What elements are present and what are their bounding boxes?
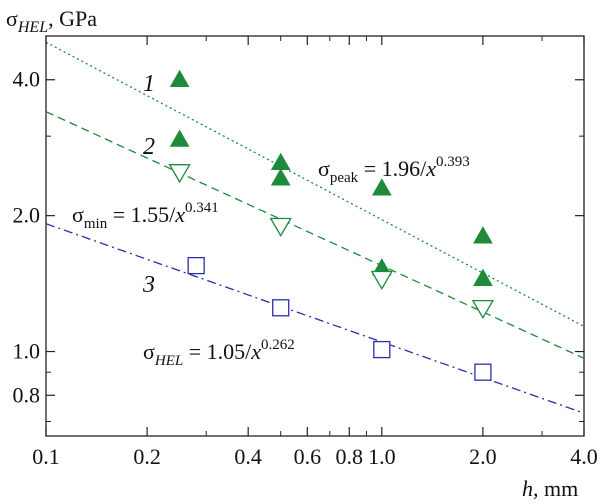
- fit-label-min-mid: = 1.55/: [107, 202, 176, 227]
- fit-label-hel-sym: σ: [143, 339, 155, 364]
- data-point-series-1: [169, 69, 190, 87]
- y-axis-title-unit: , GPa: [48, 6, 97, 31]
- y-axis-title: σHEL, GPa: [6, 6, 97, 36]
- x-tick-label: 4.0: [570, 444, 598, 469]
- fit-line-min: [45, 111, 585, 359]
- fit-label-min-var: x: [174, 202, 185, 227]
- data-point-series-1: [270, 152, 291, 170]
- fit-label-min-sym: σ: [72, 202, 84, 227]
- fit-line-hel: [45, 223, 585, 414]
- data-point-series-1: [169, 129, 190, 147]
- x-tick-label: 0.8: [336, 444, 364, 469]
- x-tick-label: 2.0: [469, 444, 497, 469]
- fit-lines: [45, 41, 585, 414]
- x-axis-title-var: h: [522, 476, 533, 501]
- x-axis-title-unit: , mm: [533, 476, 578, 501]
- y-tick-label: 0.8: [13, 382, 41, 407]
- data-point-series-1: [473, 226, 493, 244]
- data-point-series-3: [187, 256, 205, 275]
- fit-label-min-sub: min: [84, 216, 108, 232]
- data-point-series-2: [269, 217, 292, 237]
- fit-label-min: σmin = 1.55/x0.341: [72, 200, 219, 232]
- data-point-series-2: [370, 270, 393, 290]
- fit-label-peak-mid: = 1.96/: [358, 156, 427, 181]
- fit-label-peak: σpeak = 1.96/x0.393: [318, 154, 470, 186]
- fit-label-hel-mid: = 1.05/: [183, 339, 252, 364]
- data-point-series-3: [373, 340, 391, 359]
- fit-label-hel-sub: HEL: [154, 353, 183, 369]
- series-2-label: 2: [143, 134, 155, 160]
- y-tick-label: 1.0: [13, 339, 41, 364]
- data-point-series-3: [474, 363, 492, 381]
- fit-label-peak-var: x: [425, 156, 436, 181]
- fit-label-peak-sup: 0.393: [436, 154, 470, 170]
- y-axis-title-sub: HEL: [17, 19, 48, 36]
- series-3-label: 3: [142, 272, 155, 298]
- x-tick-label: 0.2: [133, 444, 161, 469]
- data-point-series-2: [471, 299, 495, 320]
- x-tick-label: 1.0: [368, 444, 396, 469]
- y-axis-title-symbol: σ: [6, 6, 18, 31]
- plot-frame: [45, 35, 585, 437]
- x-tick-label: 0.1: [32, 444, 60, 469]
- fit-label-peak-sym: σ: [318, 156, 330, 181]
- data-point-series-1: [270, 168, 291, 186]
- x-axis-title: h, mm: [522, 476, 578, 501]
- data-point-series-1: [371, 178, 392, 196]
- y-tick-label: 2.0: [13, 203, 41, 228]
- data-point-series-3: [272, 299, 290, 317]
- fit-label-min-sup: 0.341: [185, 200, 219, 216]
- data-point-series-2: [168, 164, 191, 184]
- fit-label-peak-sub: peak: [330, 170, 359, 186]
- data-points: [168, 69, 495, 381]
- x-tick-label: 0.4: [234, 444, 262, 469]
- fit-label-hel-sup: 0.262: [261, 337, 295, 353]
- x-tick-label: 0.6: [294, 444, 322, 469]
- y-tick-label: 4.0: [13, 67, 41, 92]
- axis-ticks: 0.1 0.2 0.4 0.6 0.8 1.0 2.0 4.00.81.02.04.0: [13, 36, 598, 469]
- fit-label-hel: σHEL = 1.05/x0.262: [143, 337, 295, 369]
- fit-label-hel-var: x: [250, 339, 261, 364]
- plot-area: [45, 35, 585, 437]
- data-point-series-1: [473, 268, 493, 286]
- series-1-label: 1: [143, 71, 155, 97]
- fit-line-peak: [45, 41, 585, 327]
